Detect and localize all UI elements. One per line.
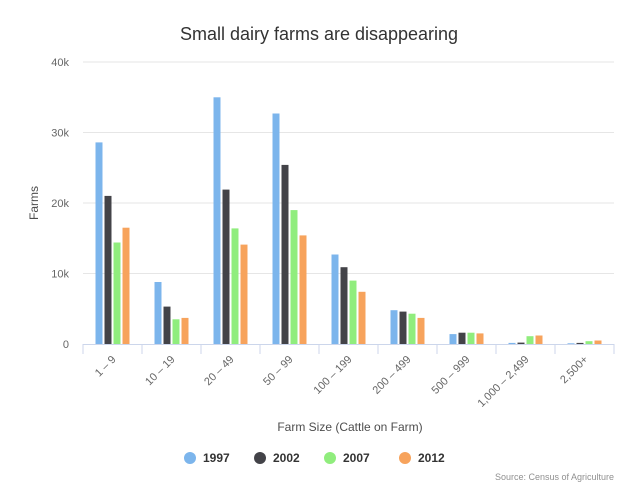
x-tick-label: 20 – 49 bbox=[202, 354, 236, 388]
legend-label: 2002 bbox=[273, 451, 300, 465]
bar-2007-5 bbox=[349, 280, 357, 344]
x-tick-label: 200 – 499 bbox=[371, 354, 414, 397]
y-tick-label: 10k bbox=[51, 269, 69, 281]
legend-item-1997[interactable]: 1997 bbox=[184, 451, 230, 465]
bar-1997-7 bbox=[449, 334, 457, 344]
legend: 1997 2002 2007 2012 bbox=[184, 451, 445, 465]
bar-1997-5 bbox=[331, 254, 339, 344]
bar-1997-6 bbox=[390, 310, 398, 344]
bar-2012-1 bbox=[122, 227, 130, 344]
x-tick-label: 100 – 199 bbox=[312, 354, 355, 397]
x-tick-label: 500 – 999 bbox=[430, 354, 473, 397]
legend-swatch bbox=[399, 452, 411, 464]
bar-2012-9 bbox=[594, 340, 602, 344]
bar-2012-6 bbox=[417, 317, 425, 344]
legend-label: 2012 bbox=[418, 451, 445, 465]
y-axis-title: Farms bbox=[27, 186, 41, 220]
bar-2012-4 bbox=[299, 235, 307, 344]
legend-item-2012[interactable]: 2012 bbox=[399, 451, 445, 465]
bar-2007-6 bbox=[408, 313, 416, 344]
bar-2007-9 bbox=[585, 341, 593, 344]
bar-2002-2 bbox=[163, 306, 171, 344]
y-tick-label: 20k bbox=[51, 198, 69, 210]
chart-title: Small dairy farms are disappearing bbox=[180, 24, 458, 44]
bar-1997-1 bbox=[95, 142, 103, 344]
bar-2012-2 bbox=[181, 317, 189, 344]
legend-label: 1997 bbox=[203, 451, 230, 465]
bar-2002-9 bbox=[576, 342, 584, 344]
legend-item-2002[interactable]: 2002 bbox=[254, 451, 300, 465]
x-axis: 1 – 9 10 – 19 20 – 49 50 – 99 100 – 199 200 –… bbox=[82, 344, 615, 410]
bar-2002-5 bbox=[340, 267, 348, 344]
bar-2012-3 bbox=[240, 244, 248, 344]
bars bbox=[95, 97, 602, 345]
x-tick-label: 1 – 9 bbox=[93, 354, 119, 380]
x-tick-label: 1,000 – 2,499 bbox=[476, 354, 532, 410]
bar-1997-8 bbox=[508, 342, 516, 344]
bar-2007-1 bbox=[113, 242, 121, 344]
x-tick-label: 10 – 19 bbox=[143, 354, 177, 388]
bar-2002-8 bbox=[517, 342, 525, 344]
legend-item-2007[interactable]: 2007 bbox=[324, 451, 370, 465]
bar-2007-7 bbox=[467, 332, 475, 344]
bar-2012-7 bbox=[476, 333, 484, 344]
gridlines bbox=[83, 61, 614, 274]
bar-1997-3 bbox=[213, 97, 221, 345]
bar-2002-3 bbox=[222, 189, 230, 344]
bar-1997-2 bbox=[154, 282, 162, 344]
bar-1997-9 bbox=[567, 343, 575, 344]
y-tick-label: 0 bbox=[63, 339, 69, 351]
bar-2007-8 bbox=[526, 336, 534, 344]
legend-swatch bbox=[184, 452, 196, 464]
x-tick-label: 50 – 99 bbox=[261, 354, 295, 388]
bar-2002-6 bbox=[399, 311, 407, 344]
bar-2007-4 bbox=[290, 210, 298, 344]
bar-2002-4 bbox=[281, 164, 289, 344]
bar-2002-7 bbox=[458, 332, 466, 344]
bar-2007-2 bbox=[172, 319, 180, 344]
y-tick-label: 30k bbox=[51, 128, 69, 140]
y-axis: 0 10k 20k 30k 40k bbox=[51, 57, 69, 351]
bar-2012-8 bbox=[535, 335, 543, 344]
bar-2007-3 bbox=[231, 228, 239, 344]
y-tick-label: 40k bbox=[51, 57, 69, 69]
x-axis-title: Farm Size (Cattle on Farm) bbox=[277, 420, 422, 434]
legend-label: 2007 bbox=[343, 451, 370, 465]
legend-swatch bbox=[254, 452, 266, 464]
bar-2012-5 bbox=[358, 291, 366, 344]
x-tick-label: 2,500+ bbox=[558, 354, 590, 386]
legend-swatch bbox=[324, 452, 336, 464]
bar-1997-4 bbox=[272, 113, 280, 344]
credits-text: Source: Census of Agriculture bbox=[495, 472, 614, 482]
bar-2002-1 bbox=[104, 195, 112, 344]
